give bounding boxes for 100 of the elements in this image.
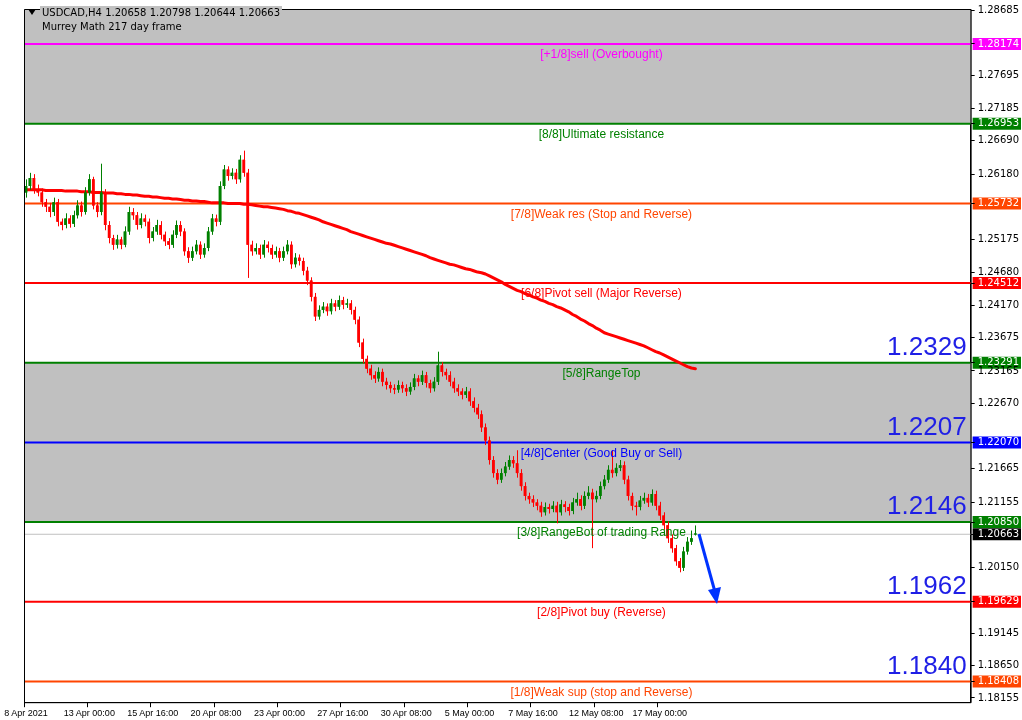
candlestick	[131, 207, 135, 221]
candlestick	[567, 503, 570, 517]
x-tick-label: 5 May 00:00	[444, 708, 495, 719]
candlestick	[107, 220, 111, 244]
candlestick	[80, 201, 83, 218]
candlestick	[127, 206, 131, 236]
candlestick	[198, 240, 202, 260]
candlestick	[468, 387, 471, 407]
y-tick-label: 1.27185	[977, 102, 1020, 114]
y-tick-label: 1.26180	[977, 167, 1020, 179]
x-tick-label: 17 May 00:00	[632, 708, 687, 719]
candlestick	[321, 301, 325, 314]
candlestick	[234, 168, 238, 185]
candlestick	[448, 370, 452, 387]
candlestick	[270, 244, 273, 260]
candlestick	[642, 492, 646, 505]
candlestick	[290, 240, 293, 270]
candlestick	[527, 492, 531, 505]
candlestick	[68, 214, 71, 229]
y-tick-label: 1.21155	[977, 495, 1020, 507]
candlestick	[266, 240, 269, 253]
y-tick-label: 1.19145	[977, 626, 1020, 638]
y-tick-label: 1.28685	[977, 4, 1020, 16]
candlestick	[210, 213, 214, 236]
annotation: 1.2207	[887, 410, 967, 441]
candlestick	[519, 468, 523, 492]
candlestick	[202, 242, 206, 259]
ref-line-label: [6/8]Pivot sell (Major Reverse)	[521, 286, 682, 301]
candlestick	[274, 246, 277, 259]
candlestick	[345, 298, 349, 309]
candlestick	[195, 239, 198, 255]
candlestick	[393, 383, 396, 395]
candlestick	[135, 211, 139, 231]
x-tick-label: 15 Apr 16:00	[127, 708, 179, 719]
candlestick	[531, 494, 535, 508]
candlestick	[543, 501, 547, 517]
candlestick	[377, 366, 380, 383]
x-tick-label: 30 Apr 08:00	[380, 708, 432, 719]
y-tick-label: 1.25732	[977, 196, 1020, 208]
candlestick	[183, 227, 186, 257]
candlestick	[226, 165, 230, 182]
candlestick	[460, 387, 463, 400]
ref-line-label: [+1/8]sell (Overbought)	[540, 47, 663, 62]
x-tick-label: 12 May 08:00	[569, 708, 624, 719]
candlestick	[238, 154, 242, 184]
candlestick	[187, 246, 190, 264]
y-tick-label: 1.20850	[977, 515, 1020, 527]
y-tick-label: 1.24680	[977, 265, 1020, 277]
y-tick-label: 1.25175	[977, 233, 1020, 245]
candlestick	[337, 295, 341, 311]
candlestick	[278, 247, 281, 263]
candlestick	[242, 150, 246, 178]
y-tick-label: 1.19629	[977, 595, 1020, 607]
candlestick	[690, 530, 693, 546]
candlestick	[84, 186, 87, 216]
candlestick	[496, 468, 499, 485]
x-tick-label: 27 Apr 16:00	[317, 708, 369, 719]
y-tick-label: 1.23675	[977, 331, 1020, 343]
candlestick	[511, 455, 515, 469]
candlestick	[329, 298, 333, 315]
y-tick-label: 1.24170	[977, 298, 1020, 310]
y-tick-label: 1.18155	[977, 691, 1020, 703]
candlestick	[389, 381, 392, 394]
x-tick-label: 20 Apr 08:00	[190, 708, 242, 719]
ref-line-label: [1/8]Weak sup (stop and Reverse)	[510, 684, 693, 699]
ref-line-label: [5/8]RangeTop	[562, 366, 641, 381]
candlestick	[571, 497, 574, 515]
candlestick	[563, 500, 566, 513]
x-tick-label: 7 May 16:00	[508, 708, 558, 719]
candlestick	[222, 164, 226, 190]
candlestick	[179, 220, 182, 237]
candlestick	[286, 239, 289, 255]
candlestick	[381, 368, 384, 387]
candlestick	[420, 370, 424, 386]
candlestick	[646, 493, 650, 508]
candlestick	[147, 218, 151, 244]
y-tick-label: 1.26953	[977, 117, 1020, 129]
candlestick	[539, 501, 543, 518]
candlestick	[650, 488, 654, 507]
candlestick	[599, 481, 602, 500]
y-tick-label: 1.22070	[977, 436, 1020, 448]
candlestick	[294, 252, 297, 268]
candlestick	[622, 460, 626, 485]
candlestick	[500, 468, 503, 484]
candlestick	[28, 172, 32, 191]
candlestick	[317, 304, 321, 321]
candlestick	[630, 492, 634, 511]
annotation: 1.1962	[887, 569, 967, 600]
y-tick-label: 1.23291	[977, 356, 1020, 368]
candlestick	[214, 214, 218, 227]
y-tick-label: 1.21665	[977, 462, 1020, 474]
candlestick	[559, 499, 562, 517]
y-tick-label: 1.18650	[977, 659, 1020, 671]
candlestick	[171, 229, 174, 249]
annotation: 1.2146	[887, 490, 967, 521]
candlestick	[416, 374, 420, 387]
y-tick-label: 1.20663	[977, 527, 1020, 539]
y-tick-label: 1.18408	[977, 675, 1020, 687]
candlestick	[602, 474, 606, 490]
candlestick	[686, 536, 689, 556]
